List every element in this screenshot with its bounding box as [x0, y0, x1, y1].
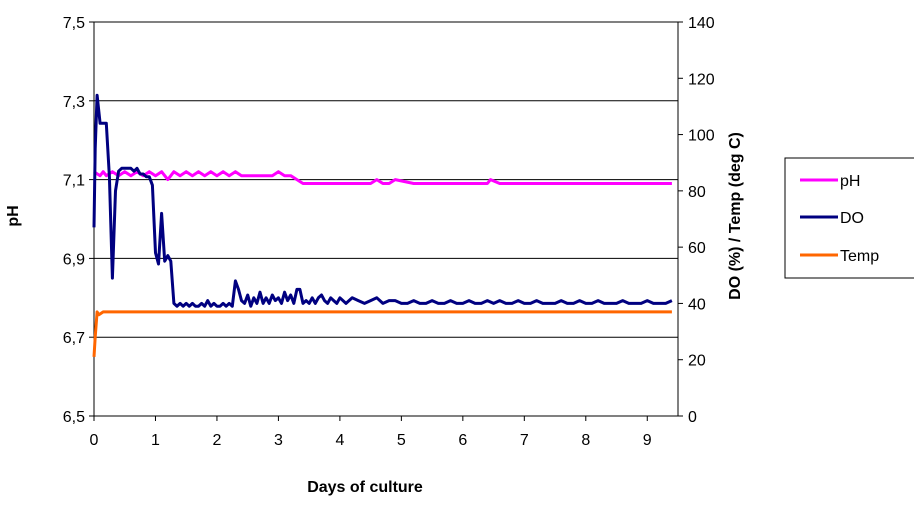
y-tick-label: 6,9: [63, 251, 85, 268]
legend-label-ph: pH: [840, 173, 860, 190]
x-axis-title: Days of culture: [307, 479, 423, 496]
y-tick-label: 7,3: [63, 94, 85, 111]
x-tick-label: 7: [520, 432, 529, 449]
x-tick-label: 0: [90, 432, 99, 449]
series-lines: [92, 93, 673, 357]
y-tick-label: 7,5: [63, 15, 85, 32]
x-tick-label: 9: [643, 432, 652, 449]
series-line-ph: [93, 170, 672, 185]
y-tick-label: 7,1: [63, 173, 85, 190]
axis-ticks: 6,5 6,7 6,9 7,1 7,3 7,5 0 20 40 60 80 100 120 140 0 1 2 3…: [63, 15, 715, 449]
y-tick-label: 6,7: [63, 330, 85, 347]
legend-label-temp: Temp: [840, 248, 879, 265]
y2-tick-label: 40: [688, 296, 706, 313]
y2-tick-label: 100: [688, 128, 715, 145]
x-tick-label: 5: [397, 432, 406, 449]
x-tick-label: 3: [274, 432, 283, 449]
gridlines: [94, 100, 678, 338]
x-tick-label: 2: [212, 432, 221, 449]
y2-tick-label: 120: [688, 71, 715, 88]
legend-label-do: DO: [840, 210, 864, 227]
x-tick-label: 6: [458, 432, 467, 449]
y2-tick-label: 20: [688, 353, 706, 370]
x-tick-label: 1: [151, 432, 160, 449]
y2-tick-label: 80: [688, 184, 706, 201]
y2-tick-label: 0: [688, 409, 697, 426]
y-axis-title: pH: [5, 205, 22, 226]
x-tick-label: 4: [335, 432, 344, 449]
y2-tick-label: 140: [688, 15, 715, 32]
y2-axis-title: DO (%) / Temp (deg C): [727, 132, 744, 300]
series-line-temp: [92, 310, 672, 357]
series-line-do: [92, 93, 673, 308]
y2-tick-label: 60: [688, 240, 706, 257]
x-tick-label: 8: [581, 432, 590, 449]
y-tick-label: 6,5: [63, 409, 85, 426]
legend: pH DO Temp: [784, 157, 914, 279]
legend-items: pH DO Temp: [800, 173, 879, 265]
plot-area: [93, 21, 679, 417]
